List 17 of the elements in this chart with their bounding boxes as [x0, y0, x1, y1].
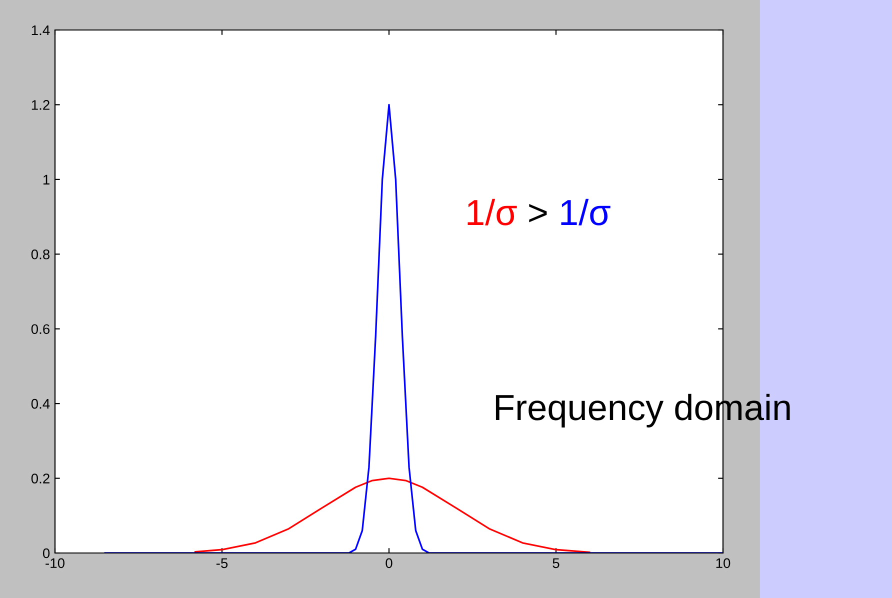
x-tick-label: -5 [216, 558, 228, 568]
annotation: 1/σ [468, 198, 517, 226]
annotation: > [529, 204, 547, 222]
line-series [194, 477, 590, 553]
y-tick-label: 0.6 [31, 324, 50, 334]
x-tick-label: 10 [716, 558, 730, 568]
x-tick-label: 0 [386, 558, 392, 568]
y-tick-label: 0.2 [31, 474, 50, 484]
y-tick-label: 0.4 [31, 398, 50, 409]
y-tick-label: 0.8 [31, 249, 50, 260]
y-tick-label: 0 [42, 548, 50, 558]
y-tick-label: 1.2 [32, 100, 50, 110]
annotation: 1/σ [561, 198, 610, 226]
x-tick-label: -10 [46, 558, 64, 568]
y-tick-label: 1.4 [32, 25, 50, 36]
x-tick-label: 5 [552, 558, 560, 568]
y-tick-label: 1 [43, 174, 50, 184]
